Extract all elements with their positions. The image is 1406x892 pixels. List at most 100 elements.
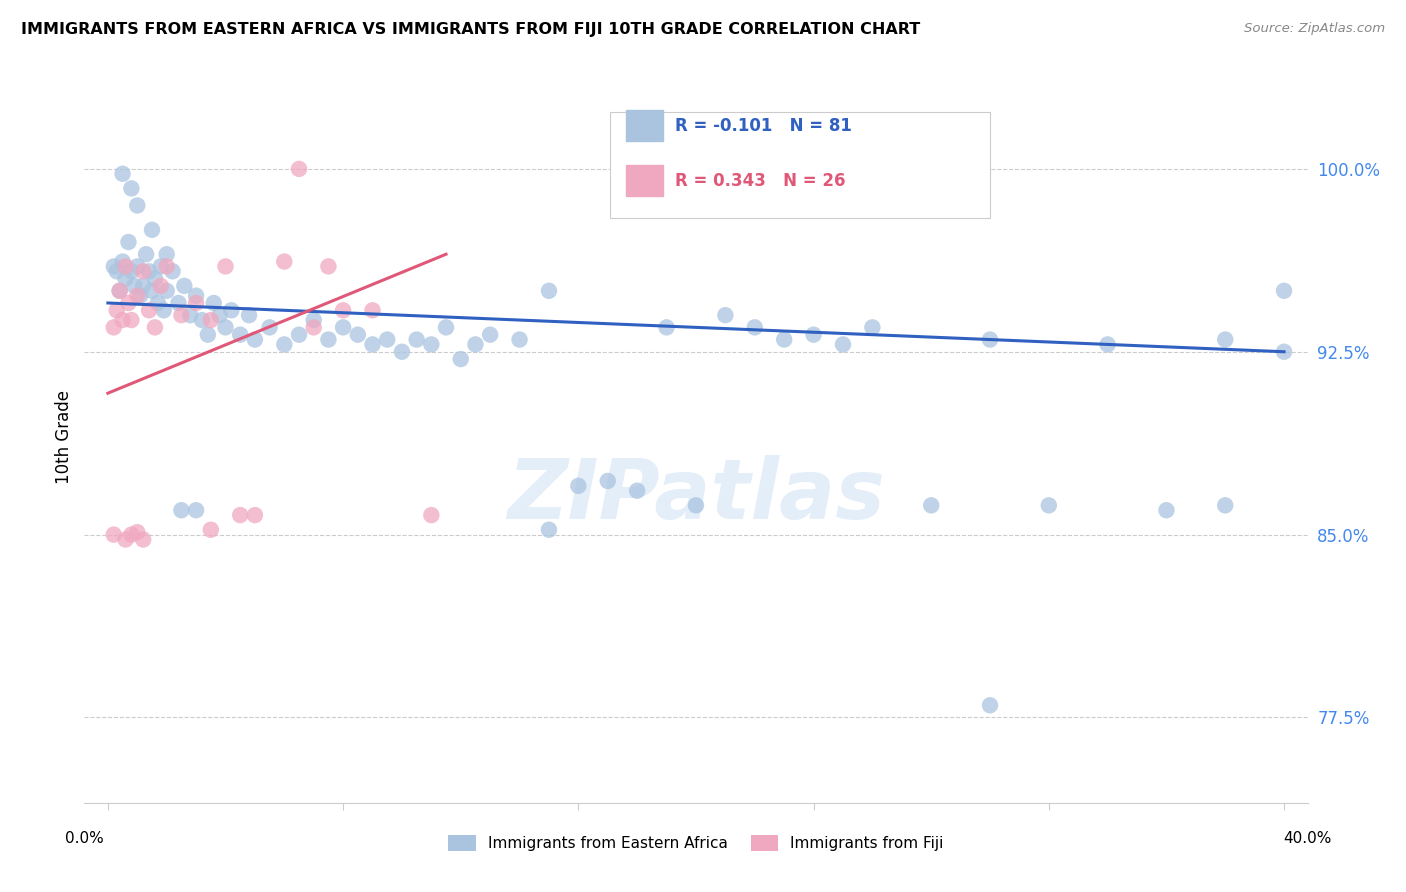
Point xyxy=(420,337,443,351)
Point xyxy=(434,320,457,334)
Point xyxy=(318,260,340,274)
Point xyxy=(114,533,136,547)
Point xyxy=(238,308,260,322)
Point xyxy=(105,264,128,278)
Point xyxy=(132,279,155,293)
Text: 40.0%: 40.0% xyxy=(1284,831,1331,846)
Point xyxy=(1272,284,1295,298)
Point xyxy=(920,499,942,513)
Point xyxy=(135,247,157,261)
Point xyxy=(127,198,149,212)
Point xyxy=(229,327,252,342)
Point xyxy=(302,320,325,334)
Point xyxy=(111,313,134,327)
Point xyxy=(129,288,152,302)
Point xyxy=(124,279,146,293)
Point xyxy=(114,260,136,274)
Point xyxy=(273,254,295,268)
Point xyxy=(1156,503,1178,517)
Point xyxy=(259,320,281,334)
FancyBboxPatch shape xyxy=(610,112,990,218)
Point xyxy=(143,320,166,334)
Point xyxy=(127,288,149,302)
Point xyxy=(138,303,160,318)
Point xyxy=(111,254,134,268)
Point xyxy=(405,333,427,347)
Point xyxy=(626,483,648,498)
Text: ZIPatlas: ZIPatlas xyxy=(508,455,884,536)
Text: Source: ZipAtlas.com: Source: ZipAtlas.com xyxy=(1244,22,1385,36)
Point xyxy=(202,296,225,310)
Point xyxy=(509,333,531,347)
Point xyxy=(375,333,398,347)
Legend: Immigrants from Eastern Africa, Immigrants from Fiji: Immigrants from Eastern Africa, Immigran… xyxy=(441,830,950,857)
Bar xyxy=(626,165,664,195)
Point xyxy=(288,161,311,176)
Point xyxy=(567,479,589,493)
Point xyxy=(318,333,340,347)
Point xyxy=(103,320,125,334)
Point xyxy=(361,303,384,318)
Point xyxy=(108,284,131,298)
Point xyxy=(420,508,443,522)
Text: R = -0.101   N = 81: R = -0.101 N = 81 xyxy=(675,117,852,136)
Point xyxy=(132,533,155,547)
Point xyxy=(184,288,207,302)
Point xyxy=(229,508,252,522)
Point xyxy=(214,260,236,274)
Point xyxy=(1213,333,1236,347)
Point xyxy=(117,235,139,249)
Point xyxy=(479,327,502,342)
Point xyxy=(108,284,131,298)
Point xyxy=(744,320,766,334)
Point xyxy=(173,279,195,293)
Point xyxy=(214,320,236,334)
Point xyxy=(288,327,311,342)
Point xyxy=(149,279,172,293)
Point xyxy=(391,344,413,359)
Point xyxy=(273,337,295,351)
Point xyxy=(103,260,125,274)
Point xyxy=(832,337,855,351)
Point xyxy=(803,327,825,342)
Point xyxy=(346,327,368,342)
Point xyxy=(714,308,737,322)
Point xyxy=(979,333,1001,347)
Point xyxy=(332,303,354,318)
Point xyxy=(120,181,142,195)
Point xyxy=(302,313,325,327)
Point xyxy=(120,527,142,541)
Point xyxy=(184,296,207,310)
Point xyxy=(170,503,193,517)
Point xyxy=(156,284,179,298)
Point xyxy=(162,264,184,278)
Point xyxy=(1213,499,1236,513)
Point xyxy=(141,223,163,237)
Point xyxy=(120,313,142,327)
Point xyxy=(156,260,179,274)
Point xyxy=(170,308,193,322)
Point xyxy=(156,247,179,261)
Point xyxy=(103,527,125,541)
Point xyxy=(179,308,201,322)
Point xyxy=(221,303,243,318)
Point xyxy=(184,503,207,517)
Point xyxy=(979,698,1001,713)
Point xyxy=(132,264,155,278)
Point xyxy=(141,284,163,298)
Point xyxy=(149,260,172,274)
Text: R = 0.343   N = 26: R = 0.343 N = 26 xyxy=(675,172,845,190)
Bar xyxy=(626,110,664,141)
Point xyxy=(655,320,678,334)
Point xyxy=(143,271,166,285)
Point xyxy=(596,474,619,488)
Point xyxy=(127,260,149,274)
Point xyxy=(450,352,472,367)
Point xyxy=(120,264,142,278)
Point xyxy=(111,167,134,181)
Point xyxy=(117,296,139,310)
Point xyxy=(464,337,486,351)
Point xyxy=(243,508,266,522)
Point xyxy=(1097,337,1119,351)
Point xyxy=(138,264,160,278)
